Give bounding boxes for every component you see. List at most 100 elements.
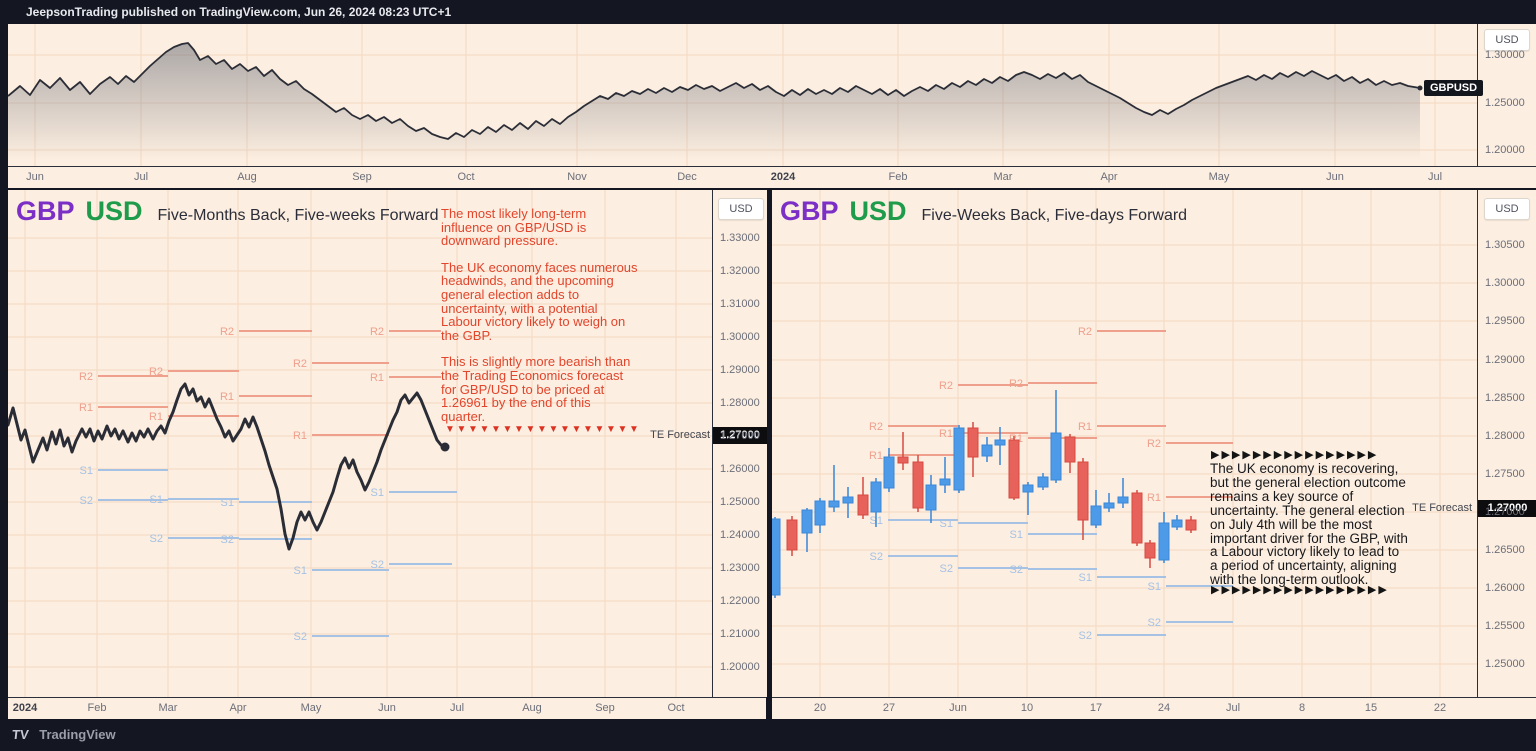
pivot-level-label-r2: R2 (1009, 378, 1023, 390)
y-axis-tick: 1.28500 (1485, 392, 1525, 404)
pivot-level-label-s1: S1 (221, 497, 234, 509)
pivot-level-label-s2: S2 (940, 563, 953, 575)
pivot-level-label-r2: R2 (149, 366, 163, 378)
y-axis-tick: 1.33000 (720, 232, 760, 244)
x-axis-tick: Jul (449, 702, 465, 714)
x-axis-tick: Oct (457, 171, 475, 183)
publish-header: JeepsonTrading published on TradingView.… (0, 0, 1536, 24)
pivot-level-label-s2: S2 (1079, 630, 1092, 642)
monthly-chart-plot[interactable]: R2 R1 S1 S2 R2 R1 S1 S2 R2 R1 S1 S2 R2 R1 S1 S2 R2 R1 S1 S2 (8, 190, 712, 697)
candle-up (1050, 432, 1062, 481)
forecast-right-arrows-top: ▶▶▶▶▶▶▶▶▶▶▶▶▶▶▶▶ (1211, 449, 1379, 461)
weekly-price-axis[interactable]: USD 1.27000 1.30500 1.30000 1.29500 1.29000… (1477, 190, 1536, 697)
y-axis-tick: 1.30500 (1485, 239, 1525, 251)
short-term-outlook-note: The UK economy is recovering, but the gen… (1210, 461, 1408, 588)
x-axis-tick: Aug (237, 171, 257, 183)
candle-down (1064, 436, 1076, 463)
currency-button[interactable]: USD (718, 198, 764, 220)
y-axis-tick: 1.21000 (720, 628, 760, 640)
last-price-dot (440, 442, 450, 452)
x-axis-tick: Nov (567, 171, 587, 183)
x-axis-tick: May (1208, 171, 1230, 183)
candle-up (1090, 505, 1102, 526)
weekly-time-axis[interactable]: 20 27 Jun 10 17 24 Jul 8 15 22 (772, 697, 1536, 719)
y-axis-tick: 1.25000 (720, 496, 760, 508)
top-chart-plot[interactable] (8, 24, 1477, 166)
pivot-level-label-r2: R2 (293, 358, 307, 370)
pivot-level-label-r1: R1 (1147, 492, 1161, 504)
y-axis-tick: 1.23000 (720, 562, 760, 574)
pivot-level-label-s1: S1 (940, 518, 953, 530)
pivot-level-label-s2: S2 (150, 533, 163, 545)
publish-line: JeepsonTrading published on TradingView.… (26, 5, 452, 19)
monthly-chart-title: GBP USD Five-Months Back, Five-weeks For… (16, 196, 439, 227)
title-base-currency: GBP (16, 196, 75, 226)
candle-down (967, 427, 979, 458)
candle-down (1131, 492, 1143, 544)
top-price-axis[interactable]: USD 1.30000 1.25000 1.20000 (1477, 24, 1536, 166)
pivot-level-label-s2: S2 (1148, 617, 1161, 629)
title-quote-currency: USD (849, 196, 907, 226)
y-axis-tick: 1.29000 (720, 364, 760, 376)
candle-up (870, 481, 882, 513)
monthly-price-axis[interactable]: USD 1.27000 1.33000 1.32000 1.31000 1.30000… (712, 190, 767, 697)
title-subtitle: Five-Weeks Back, Five-days Forward (921, 207, 1188, 224)
y-axis-tick: 1.28000 (720, 397, 760, 409)
candle-up (939, 478, 951, 486)
y-axis-tick: 1.20000 (1485, 144, 1525, 156)
pivot-level-label-s1: S1 (150, 494, 163, 506)
pivot-level-label-s1: S1 (371, 487, 384, 499)
y-axis-tick: 1.25500 (1485, 620, 1525, 632)
top-time-axis[interactable]: Jun Jul Aug Sep Oct Nov Dec 2024 Feb Mar Apr May Jun… (8, 166, 1536, 188)
x-axis-tick: 10 (1020, 702, 1034, 714)
currency-button[interactable]: USD (1484, 198, 1530, 220)
y-axis-tick: 1.25000 (1485, 97, 1525, 109)
te-forecast-price-tag: 1.27000 (713, 427, 767, 444)
pivot-level-label-r1: R1 (370, 372, 384, 384)
candle-up (772, 518, 781, 596)
title-subtitle: Five-Months Back, Five-weeks Forward (157, 207, 439, 224)
last-price-dot (1417, 85, 1423, 91)
weekly-chart-pane[interactable]: R2R1S1S2R2R1S1S2R2R1S1S2R2R1S1S2R2R1S1S2… (772, 190, 1536, 719)
candle-up (842, 496, 854, 504)
annotation-paragraph: The most likely long-term influence on GB… (441, 206, 587, 249)
title-base-currency: GBP (780, 196, 839, 226)
candle-up (1037, 476, 1049, 488)
pivot-level-label-r2: R2 (939, 380, 953, 392)
pivot-level-label-r1: R1 (79, 402, 93, 414)
top-chart-pane[interactable]: USD 1.30000 1.25000 1.20000 Jun Jul Aug Sep Oc… (8, 24, 1536, 188)
candle-down (1144, 542, 1156, 559)
candle-down (1185, 519, 1197, 531)
x-axis-tick: 27 (882, 702, 896, 714)
x-axis-tick: 2024 (770, 171, 796, 183)
candle-up (814, 500, 826, 526)
annotation-paragraph: This is slightly more bearish than the Tr… (441, 354, 631, 424)
forecast-right-arrows-bottom: ▶▶▶▶▶▶▶▶▶▶▶▶▶▶▶▶▶ (1211, 584, 1389, 596)
x-axis-tick: Jun (378, 702, 396, 714)
candle-up (828, 500, 840, 508)
pivot-level-label-s1: S1 (1010, 529, 1023, 541)
monthly-chart-pane[interactable]: R2 R1 S1 S2 R2 R1 S1 S2 R2 R1 S1 S2 R2 R1 S1 S2 R2 R1 S1 S2… (8, 190, 767, 719)
tradingview-logo-icon: TV (11, 727, 30, 742)
candle-down (897, 456, 909, 464)
currency-button[interactable]: USD (1484, 29, 1530, 51)
footer-brand[interactable]: TradingView (39, 727, 116, 742)
monthly-time-axis[interactable]: 2024 Feb Mar Apr May Jun Jul Aug Sep Oct (8, 697, 766, 719)
x-axis-tick: Jun (1326, 171, 1344, 183)
pivot-level-label-s2: S2 (870, 551, 883, 563)
pivot-level-label-s2: S2 (1010, 564, 1023, 576)
forecast-down-arrows: ▼▼▼▼▼▼▼▼▼▼▼▼▼▼▼▼▼ (445, 424, 641, 435)
pivot-level-label-r1: R1 (1078, 421, 1092, 433)
candle-down (786, 519, 798, 551)
candle-up (994, 439, 1006, 446)
pivot-level-label-r2: R2 (220, 326, 234, 338)
y-axis-tick: 1.30000 (1485, 49, 1525, 61)
weekly-chart-title: GBP USD Five-Weeks Back, Five-days Forwa… (780, 196, 1187, 227)
x-axis-tick: Jun (949, 702, 967, 714)
pivot-level-label-r1: R1 (220, 391, 234, 403)
candle-up (1171, 519, 1183, 528)
candle-up (925, 484, 937, 511)
y-axis-tick: 1.26000 (1485, 582, 1525, 594)
